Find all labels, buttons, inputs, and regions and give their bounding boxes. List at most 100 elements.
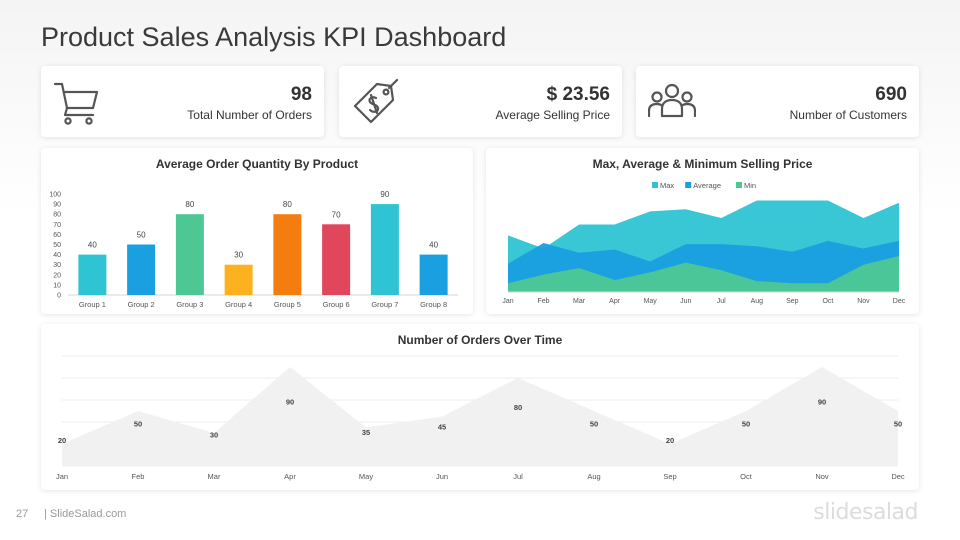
bar-7 — [370, 204, 399, 295]
kpi-value-price: $ 23.56 — [546, 84, 610, 105]
x-tick-label: Oct — [740, 472, 753, 481]
bar-data-label: 90 — [380, 190, 389, 199]
orders-data-label: 30 — [210, 431, 218, 440]
kpi-label-customers: Number of Customers — [789, 108, 907, 122]
x-tick-label: Group 1 — [79, 300, 106, 309]
customers-group-icon — [648, 83, 696, 118]
orders-data-label: 20 — [666, 436, 674, 445]
price-chart-title: Max, Average & Minimum Selling Price — [592, 157, 813, 171]
x-tick-label: Jun — [436, 472, 448, 481]
bar-3 — [175, 214, 204, 295]
x-tick-label: Apr — [609, 298, 621, 305]
legend-label-max: Max — [660, 181, 674, 190]
footer-site-link[interactable]: | SlideSalad.com — [44, 508, 127, 520]
x-tick-label: Feb — [538, 298, 550, 305]
x-tick-label: May — [644, 298, 658, 305]
x-tick-label: Jun — [680, 298, 691, 305]
orders-data-label: 90 — [818, 398, 826, 407]
x-tick-label: Group 5 — [274, 300, 301, 309]
y-tick-label: 0 — [57, 293, 61, 300]
x-tick-label: Aug — [751, 298, 764, 305]
y-tick-label: 40 — [53, 252, 61, 259]
area-series-min — [508, 256, 899, 292]
x-tick-label: Group 7 — [371, 300, 398, 309]
orders-data-label: 50 — [742, 420, 750, 429]
kpi-value-customers: 690 — [875, 84, 907, 105]
x-tick-label: May — [359, 472, 373, 481]
orders-data-label: 50 — [894, 420, 902, 429]
legend-swatch-min — [736, 182, 742, 188]
legend-label-min: Min — [744, 181, 756, 190]
x-tick-label: Group 4 — [225, 300, 252, 309]
x-tick-label: Mar — [208, 472, 221, 481]
y-tick-label: 20 — [53, 272, 61, 279]
orders-data-label: 35 — [362, 428, 370, 437]
x-tick-label: Jan — [56, 472, 68, 481]
bar-2 — [127, 244, 156, 295]
bar-8 — [419, 254, 448, 295]
y-tick-label: 80 — [53, 212, 61, 219]
orders-area-chart: Jan 20 Feb 50 Mar 30 Apr 90 May 35 Jun 45 Jul 80 Aug 50… — [56, 355, 905, 481]
price-tag-icon — [353, 78, 399, 124]
bar-6 — [322, 224, 351, 295]
x-tick-label: Feb — [132, 472, 145, 481]
x-tick-label: Aug — [587, 472, 600, 481]
x-tick-label: Group 3 — [176, 300, 203, 309]
bar-chart-card: Average Order Quantity By Product 0 10 20 3… — [41, 148, 473, 314]
orders-chart-card: Number of Orders Over Time Jan 20 Feb 50 Mar… — [41, 324, 919, 490]
kpi-label-price: Average Selling Price — [495, 108, 610, 122]
orders-data-label: 45 — [438, 422, 446, 431]
x-tick-label: Dec — [891, 472, 905, 481]
bar-data-label: 70 — [332, 210, 341, 219]
kpi-card-orders: 98 Total Number of Orders — [41, 66, 324, 137]
bar-data-label: 40 — [88, 241, 97, 250]
orders-data-label: 50 — [590, 420, 598, 429]
legend-swatch-average — [685, 182, 692, 188]
y-tick-label: 50 — [53, 242, 61, 249]
bar-data-label: 80 — [185, 200, 194, 209]
x-tick-label: Group 2 — [128, 300, 155, 309]
legend-swatch-max — [652, 182, 658, 188]
bar-chart: 0 10 20 30 40 50 60 70 80 90 100 40 Group 1 50 Group 2… — [49, 190, 458, 309]
bar-chart-title: Average Order Quantity By Product — [155, 157, 359, 171]
price-area-chart: Jan Feb Mar Apr May Jun Jul Aug Sep Oct Nov Dec Max A… — [502, 181, 906, 305]
x-tick-label: Nov — [857, 298, 870, 305]
x-tick-label: Jan — [502, 298, 513, 305]
x-tick-label: Mar — [573, 298, 586, 305]
kpi-card-price: $ 23.56 Average Selling Price — [339, 66, 622, 137]
x-tick-label: Group 6 — [323, 300, 350, 309]
y-tick-label: 10 — [53, 282, 61, 289]
legend-label-average: Average — [693, 181, 721, 190]
y-tick-label: 90 — [53, 202, 61, 209]
kpi-label-orders: Total Number of Orders — [187, 108, 312, 122]
bar-data-label: 50 — [137, 231, 146, 240]
x-tick-label: Jul — [717, 298, 726, 305]
orders-data-label: 80 — [514, 403, 522, 412]
bar-data-label: 40 — [429, 241, 438, 250]
orders-data-label: 90 — [286, 398, 294, 407]
orders-data-label: 20 — [58, 436, 66, 445]
x-tick-label: Sep — [786, 298, 799, 305]
x-tick-label: Jul — [513, 472, 523, 481]
x-tick-label: Sep — [663, 472, 676, 481]
shopping-cart-icon — [53, 82, 99, 125]
orders-data-label: 50 — [134, 420, 142, 429]
bar-1 — [78, 254, 107, 295]
brand-logo: slidesalad — [813, 500, 918, 525]
x-tick-label: Group 8 — [420, 300, 447, 309]
bar-4 — [224, 264, 253, 295]
orders-area — [62, 367, 898, 466]
y-tick-label: 70 — [53, 222, 61, 229]
page-number: 27 — [16, 508, 29, 520]
y-tick-label: 60 — [53, 232, 61, 239]
x-tick-label: Nov — [815, 472, 829, 481]
bar-data-label: 80 — [283, 200, 292, 209]
page-title: Product Sales Analysis KPI Dashboard — [41, 22, 507, 52]
orders-chart-title: Number of Orders Over Time — [397, 333, 563, 347]
x-tick-label: Oct — [822, 298, 833, 305]
bar-data-label: 30 — [234, 251, 243, 260]
x-tick-label: Dec — [893, 298, 906, 305]
y-tick-label: 100 — [49, 192, 61, 199]
y-tick-label: 30 — [53, 262, 61, 269]
kpi-card-customers: 690 Number of Customers — [636, 66, 919, 137]
